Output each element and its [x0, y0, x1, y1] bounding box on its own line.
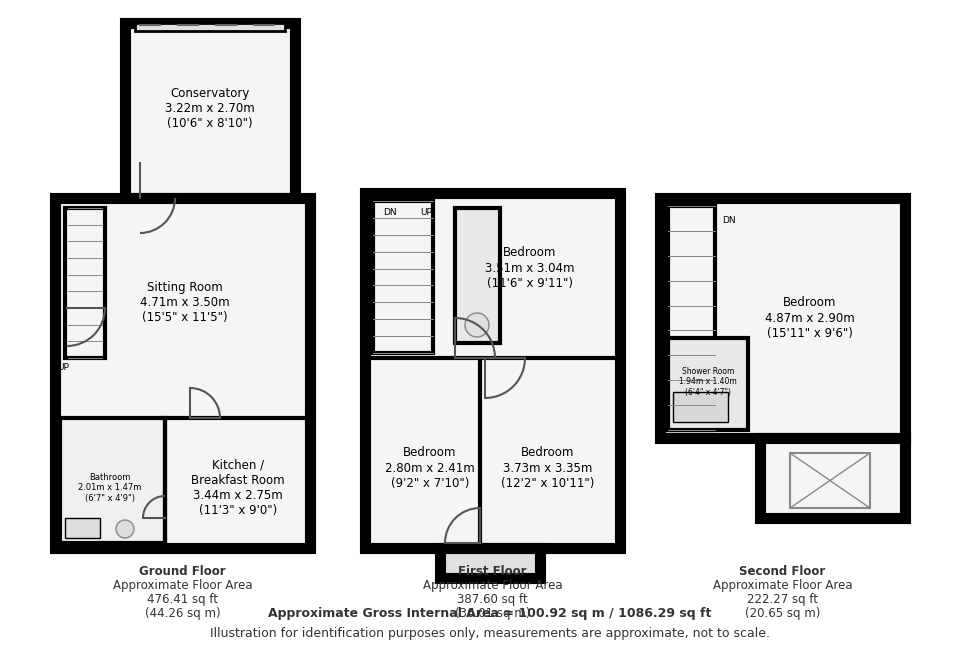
Bar [65, 208, 105, 358]
Text: DN: DN [383, 208, 397, 217]
Text: 387.60 sq ft: 387.60 sq ft [458, 593, 528, 606]
Text: DN: DN [722, 216, 736, 225]
Text: UP: UP [420, 208, 432, 217]
Bar [673, 392, 728, 422]
Text: Ground Floor: Ground Floor [139, 565, 225, 578]
Text: 222.27 sq ft: 222.27 sq ft [747, 593, 818, 606]
Text: Bedroom
2.80m x 2.41m
(9'2" x 7'10"): Bedroom 2.80m x 2.41m (9'2" x 7'10") [385, 447, 475, 490]
Text: Bedroom
3.73m x 3.35m
(12'2" x 10'11"): Bedroom 3.73m x 3.35m (12'2" x 10'11") [502, 447, 595, 490]
Text: Approximate Gross Internal Area = 100.92 sq m / 1086.29 sq ft: Approximate Gross Internal Area = 100.92… [269, 607, 711, 620]
Bar [55, 198, 310, 548]
Text: Second Floor: Second Floor [739, 565, 825, 578]
Bar [455, 208, 500, 343]
Bar [440, 548, 540, 578]
Text: Illustration for identification purposes only, measurements are approximate, not: Illustration for identification purposes… [210, 626, 770, 639]
Bar [365, 193, 620, 548]
Bar [668, 206, 715, 430]
Text: (20.65 sq m): (20.65 sq m) [745, 607, 820, 620]
Text: (44.26 sq m): (44.26 sq m) [145, 607, 220, 620]
Bar [660, 198, 905, 438]
Text: Bedroom
4.87m x 2.90m
(15'11" x 9'6"): Bedroom 4.87m x 2.90m (15'11" x 9'6") [765, 296, 855, 340]
Text: Conservatory
3.22m x 2.70m
(10'6" x 8'10"): Conservatory 3.22m x 2.70m (10'6" x 8'10… [165, 86, 255, 129]
Text: Kitchen /
Breakfast Room
3.44m x 2.75m
(11'3" x 9'0"): Kitchen / Breakfast Room 3.44m x 2.75m (… [191, 459, 285, 517]
Text: Approximate Floor Area: Approximate Floor Area [712, 579, 853, 592]
Bar [790, 453, 870, 508]
Text: Approximate Floor Area: Approximate Floor Area [113, 579, 252, 592]
Text: Approximate Floor Area: Approximate Floor Area [422, 579, 563, 592]
Text: First Floor: First Floor [459, 565, 527, 578]
Text: UP: UP [57, 363, 69, 372]
Bar [135, 23, 285, 31]
Text: Shower Room
1.94m x 1.40m
(6'4" x 4'7"): Shower Room 1.94m x 1.40m (6'4" x 4'7") [679, 367, 737, 397]
Bar [60, 418, 165, 543]
Circle shape [465, 313, 489, 337]
Bar [760, 438, 905, 518]
Text: Bathroom
2.01m x 1.47m
(6'7" x 4'9"): Bathroom 2.01m x 1.47m (6'7" x 4'9") [78, 473, 142, 503]
Bar [125, 23, 295, 198]
Circle shape [116, 520, 134, 538]
Text: 476.41 sq ft: 476.41 sq ft [147, 593, 218, 606]
Bar [65, 518, 100, 538]
Bar [373, 201, 433, 353]
Text: Sitting Room
4.71m x 3.50m
(15'5" x 11'5"): Sitting Room 4.71m x 3.50m (15'5" x 11'5… [140, 281, 230, 325]
Text: (36.01 sq m): (36.01 sq m) [455, 607, 530, 620]
Bar [668, 338, 748, 430]
Text: Bedroom
3.51m x 3.04m
(11'6" x 9'11"): Bedroom 3.51m x 3.04m (11'6" x 9'11") [485, 246, 574, 289]
